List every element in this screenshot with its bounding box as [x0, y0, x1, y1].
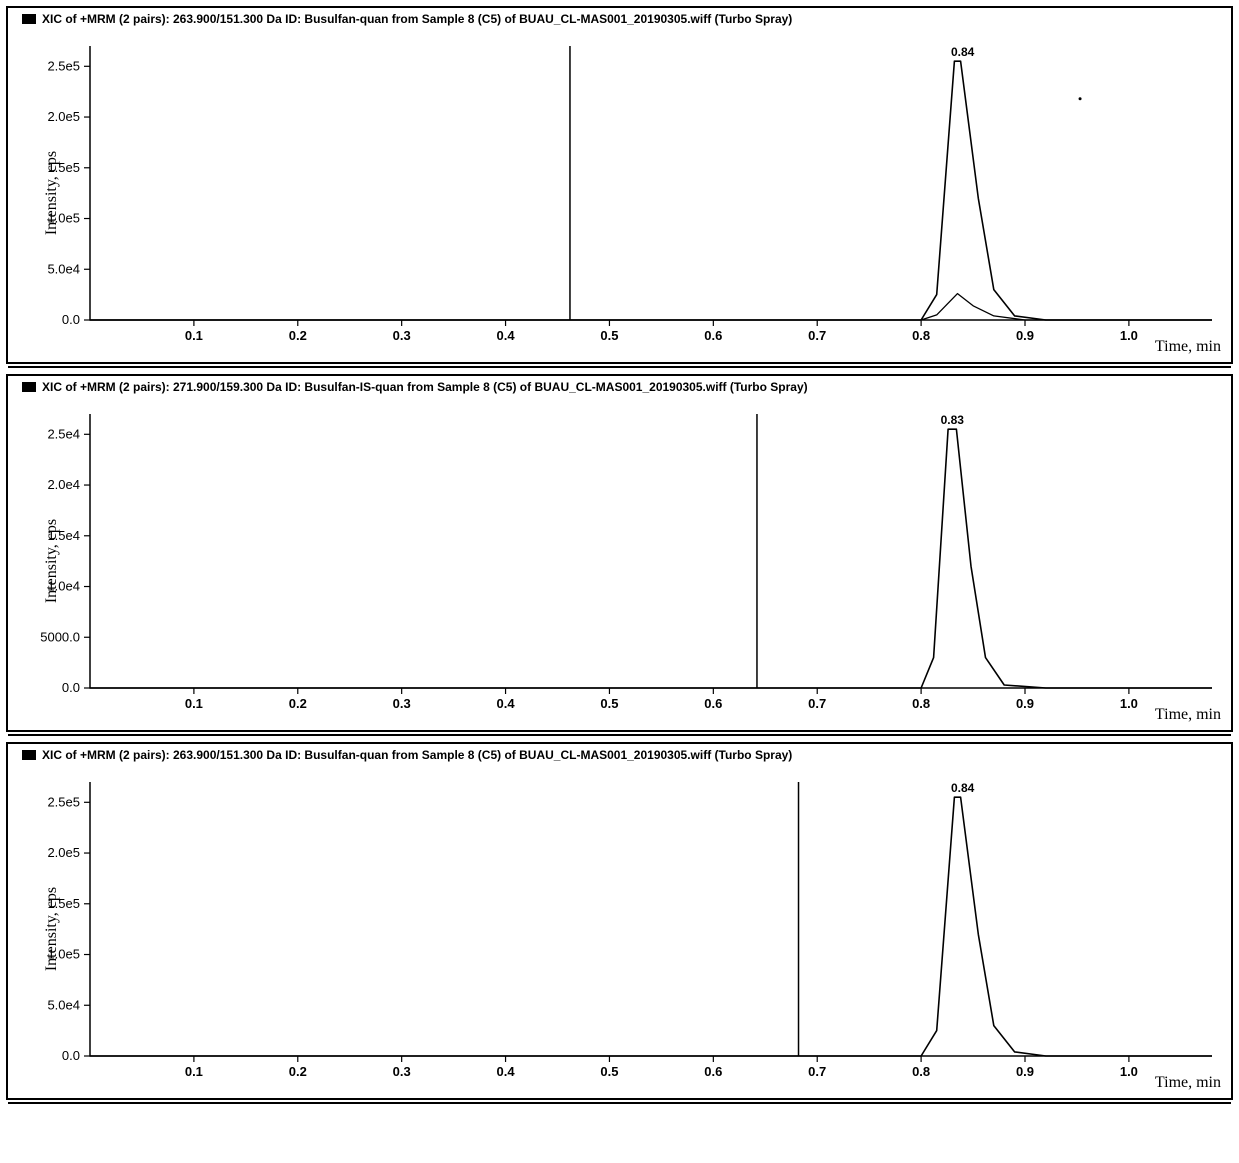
chromatogram-panel: XIC of +MRM (2 pairs): 263.900/151.300 D… [6, 742, 1233, 1100]
legend-swatch-icon [22, 750, 36, 760]
xtick-label: 0.2 [289, 1064, 307, 1079]
ytick-label: 2.5e5 [47, 794, 80, 809]
xtick-label: 0.9 [1016, 328, 1034, 343]
peak-label: 0.83 [941, 413, 965, 427]
xtick-label: 1.0 [1120, 328, 1138, 343]
xtick-label: 0.7 [808, 696, 826, 711]
ytick-label: 5.0e4 [47, 997, 80, 1012]
ytick-label: 0.0 [62, 680, 80, 695]
chart-area: 0.05.0e41.0e51.5e52.0e52.5e50.10.20.30.4… [12, 28, 1227, 358]
xtick-label: 0.1 [185, 696, 203, 711]
xtick-label: 1.0 [1120, 1064, 1138, 1079]
xtick-label: 0.6 [704, 328, 722, 343]
panel-title: XIC of +MRM (2 pairs): 263.900/151.300 D… [42, 748, 792, 762]
xtick-label: 0.3 [393, 1064, 411, 1079]
peak-label: 0.84 [951, 781, 975, 795]
chromatogram-svg: 0.05.0e41.0e51.5e52.0e52.5e50.10.20.30.4… [12, 764, 1222, 1094]
xtick-label: 0.5 [600, 1064, 618, 1079]
xtick-label: 0.3 [393, 328, 411, 343]
trace-line [90, 294, 1212, 320]
xtick-label: 0.2 [289, 696, 307, 711]
xtick-label: 0.2 [289, 328, 307, 343]
x-axis-label: Time, min [1155, 338, 1221, 356]
y-axis-label: Intensity, cps [43, 151, 61, 235]
ytick-label: 0.0 [62, 312, 80, 327]
ytick-label: 5000.0 [40, 629, 80, 644]
xtick-label: 0.1 [185, 1064, 203, 1079]
chart-area: 0.05.0e41.0e51.5e52.0e52.5e50.10.20.30.4… [12, 764, 1227, 1094]
chromatogram-panel: XIC of +MRM (2 pairs): 263.900/151.300 D… [6, 6, 1233, 364]
xtick-label: 0.6 [704, 696, 722, 711]
xtick-label: 0.8 [912, 1064, 930, 1079]
xtick-label: 0.1 [185, 328, 203, 343]
y-axis-label: Intensity, cps [43, 887, 61, 971]
trace-line [90, 61, 1212, 320]
x-axis-label: Time, min [1155, 1074, 1221, 1092]
peak-label: 0.84 [951, 45, 975, 59]
x-axis-label: Time, min [1155, 706, 1221, 724]
panel-title: XIC of +MRM (2 pairs): 271.900/159.300 D… [42, 380, 808, 394]
chart-area: 0.05000.01.0e41.5e42.0e42.5e40.10.20.30.… [12, 396, 1227, 726]
xtick-label: 0.5 [600, 696, 618, 711]
panel-title-row: XIC of +MRM (2 pairs): 271.900/159.300 D… [12, 380, 1227, 396]
xtick-label: 0.8 [912, 696, 930, 711]
chromatogram-panel: XIC of +MRM (2 pairs): 271.900/159.300 D… [6, 374, 1233, 732]
xtick-label: 0.4 [497, 1064, 516, 1079]
ytick-label: 2.0e5 [47, 109, 80, 124]
trace-line [90, 797, 1212, 1056]
trace-line [90, 429, 1212, 688]
legend-swatch-icon [22, 382, 36, 392]
ytick-label: 5.0e4 [47, 261, 80, 276]
xtick-label: 0.4 [497, 328, 516, 343]
xtick-label: 0.5 [600, 328, 618, 343]
ytick-label: 2.5e4 [47, 426, 80, 441]
chromatogram-svg: 0.05000.01.0e41.5e42.0e42.5e40.10.20.30.… [12, 396, 1222, 726]
xtick-label: 0.6 [704, 1064, 722, 1079]
ytick-label: 2.0e4 [47, 477, 80, 492]
dot-marker [1079, 97, 1082, 100]
xtick-label: 0.4 [497, 696, 516, 711]
panel-title-row: XIC of +MRM (2 pairs): 263.900/151.300 D… [12, 12, 1227, 28]
xtick-label: 0.9 [1016, 696, 1034, 711]
ytick-label: 2.0e5 [47, 845, 80, 860]
y-axis-label: Intensity, cps [43, 519, 61, 603]
panel-title: XIC of +MRM (2 pairs): 263.900/151.300 D… [42, 12, 792, 26]
xtick-label: 0.7 [808, 1064, 826, 1079]
xtick-label: 0.9 [1016, 1064, 1034, 1079]
ytick-label: 2.5e5 [47, 58, 80, 73]
xtick-label: 0.7 [808, 328, 826, 343]
chromatogram-svg: 0.05.0e41.0e51.5e52.0e52.5e50.10.20.30.4… [12, 28, 1222, 358]
xtick-label: 0.8 [912, 328, 930, 343]
xtick-label: 1.0 [1120, 696, 1138, 711]
legend-swatch-icon [22, 14, 36, 24]
panel-title-row: XIC of +MRM (2 pairs): 263.900/151.300 D… [12, 748, 1227, 764]
xtick-label: 0.3 [393, 696, 411, 711]
ytick-label: 0.0 [62, 1048, 80, 1063]
